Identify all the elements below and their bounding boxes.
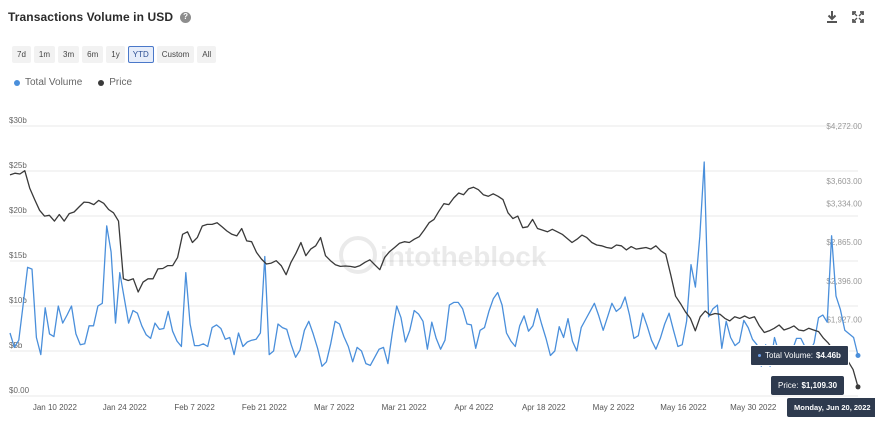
watermark-text: intotheblock (380, 241, 547, 272)
hover-marker (855, 353, 861, 358)
series-line-total-volume (9, 161, 859, 367)
tooltip-price-label: Price: (778, 381, 799, 390)
y-right-tick-label: $3,603.00 (826, 177, 862, 186)
chart-title: Transactions Volume in USD (8, 10, 174, 24)
tooltip-volume-label: Total Volume: (765, 351, 814, 360)
x-tick-label: Mar 7 2022 (314, 403, 355, 412)
x-tick-label: Jan 10 2022 (33, 403, 78, 412)
x-tick-label: Apr 18 2022 (522, 403, 566, 412)
range-button-custom[interactable]: Custom (156, 46, 195, 63)
watermark: intotheblock (339, 236, 547, 274)
y-right-tick-label: $3,334.00 (826, 199, 862, 208)
y-left-tick-label: $25b (9, 161, 27, 170)
range-button-ytd[interactable]: YTD (127, 46, 154, 63)
x-tick-label: May 30 2022 (730, 403, 777, 412)
y-left-tick-label: $20b (9, 206, 27, 215)
range-selector: 7d 1m 3m 6m 1y YTD Custom All (12, 46, 217, 63)
legend-item-price[interactable]: Price (98, 77, 132, 88)
header-actions (825, 10, 865, 24)
y-right-tick-label: $1,927.00 (826, 316, 862, 325)
hover-marker (855, 384, 861, 390)
x-tick-label: May 2 2022 (593, 403, 635, 412)
range-button-6m[interactable]: 6m (82, 46, 104, 63)
tooltip-price: Price: $1,109.30 (771, 376, 845, 395)
watermark-logo-icon (339, 236, 377, 274)
range-button-7d[interactable]: 7d (12, 46, 31, 63)
range-button-1m[interactable]: 1m (33, 46, 56, 63)
legend-label-price: Price (109, 77, 133, 88)
x-tick-label: Feb 7 2022 (174, 403, 215, 412)
chart-legend: Total Volume Price (14, 77, 132, 88)
tooltip-volume: Total Volume: $4.46b (750, 345, 849, 366)
range-button-all[interactable]: All (197, 46, 217, 63)
x-tick-label: May 16 2022 (660, 403, 707, 412)
y-right-tick-label: $4,272.00 (826, 122, 862, 131)
range-button-3m[interactable]: 3m (58, 46, 80, 63)
legend-label-volume: Total Volume (25, 77, 83, 88)
y-left-tick-label: $0.00 (9, 386, 30, 395)
download-icon[interactable] (825, 10, 839, 24)
legend-item-total-volume[interactable]: Total Volume (14, 77, 82, 88)
y-left-tick-label: $10b (9, 296, 27, 305)
tooltip-price-value: $1,109.30 (801, 381, 838, 390)
chart-header: Transactions Volume in USD ? (8, 6, 865, 28)
expand-icon[interactable] (851, 10, 865, 24)
series-line-price (9, 170, 859, 388)
y-left-tick-label: $15b (9, 251, 27, 260)
x-tick-label: Apr 4 2022 (454, 403, 494, 412)
tooltip-date: Monday, Jun 20, 2022 (787, 398, 875, 417)
tooltip-volume-value: $4.46b (816, 351, 841, 360)
tooltip-volume-dot (758, 354, 761, 357)
y-right-tick-label: $2,396.00 (826, 277, 862, 286)
range-button-1y[interactable]: 1y (106, 46, 125, 63)
x-tick-label: Mar 21 2022 (382, 403, 427, 412)
x-tick-label: Jan 24 2022 (103, 403, 148, 412)
legend-dot-price (98, 79, 105, 86)
y-right-tick-label: $2,865.00 (826, 238, 862, 247)
legend-dot-volume (14, 79, 20, 86)
y-left-tick-label: $30b (9, 116, 27, 125)
x-tick-label: Feb 21 2022 (242, 403, 287, 412)
question-circle-icon[interactable]: ? (180, 11, 192, 23)
